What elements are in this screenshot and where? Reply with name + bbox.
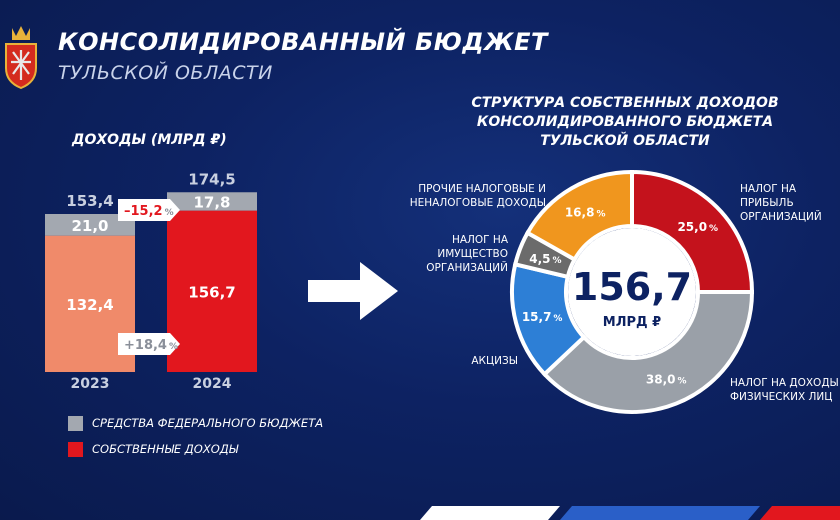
donut-chart-title: СТРУКТУРА СОБСТВЕННЫХ ДОХОДОВ КОНСОЛИДИР… <box>440 94 810 151</box>
legend-swatch-federal <box>68 415 83 431</box>
donut-category-label-4-1: НЕНАЛОГОВЫЕ ДОХОДЫ <box>410 197 546 209</box>
legend-item-own: СОБСТВЕННЫЕ ДОХОДЫ <box>68 438 323 460</box>
donut-center-unit: МЛРД ₽ <box>603 315 661 330</box>
donut-category-label-3-1: ИМУЩЕСТВО <box>437 248 508 260</box>
donut-slice-0 <box>630 169 755 294</box>
donut-center <box>568 228 696 356</box>
donut-category-label-2-0: АКЦИЗЫ <box>471 355 518 367</box>
donut-category-label-1-1: ФИЗИЧЕСКИХ ЛИЦ <box>730 391 832 403</box>
change-badge-own-pct: % <box>169 342 178 352</box>
page-subtitle: ТУЛЬСКОЙ ОБЛАСТИ <box>58 62 273 84</box>
legend-label-own: СОБСТВЕННЫЕ ДОХОДЫ <box>92 442 239 456</box>
donut-center-value: 156,7 <box>572 265 692 309</box>
donut-category-label-3-0: НАЛОГ НА <box>452 234 509 246</box>
bar-own-label-2024: 156,7 <box>188 283 235 301</box>
donut-slice-pct-4: % <box>596 210 605 220</box>
donut-slice-value-3: 4,5% <box>529 252 561 266</box>
change-badge-federal: –15,2% <box>118 199 180 221</box>
bar-own-2024 <box>167 210 257 372</box>
donut-slice-pct-3: % <box>553 256 562 266</box>
bar-total-label-2024: 174,5 <box>188 170 235 188</box>
coat-of-arms-icon <box>5 26 37 90</box>
bar-legend: СРЕДСТВА ФЕДЕРАЛЬНОГО БЮДЖЕТА СОБСТВЕННЫ… <box>68 412 323 464</box>
bar-chart-title: ДОХОДЫ (МЛРД ₽) <box>72 132 227 148</box>
bar-federal-label-2023: 21,0 <box>71 217 108 235</box>
donut-category-label-4-0: ПРОЧИЕ НАЛОГОВЫЕ И <box>418 183 546 195</box>
donut-slice-pct-0: % <box>709 224 718 234</box>
bar-own-label-2023: 132,4 <box>66 296 113 314</box>
change-badge-own-bg <box>118 333 180 355</box>
donut-category-label-0-2: ОРГАНИЗАЦИЙ <box>740 210 822 223</box>
donut-slice-4 <box>524 169 634 263</box>
change-badge-own: +18,4% <box>118 333 180 355</box>
x-tick-label-2023: 2023 <box>71 376 110 392</box>
bar-federal-2023 <box>45 213 135 236</box>
bottom-stripes <box>420 506 840 520</box>
legend-label-federal: СРЕДСТВА ФЕДЕРАЛЬНОГО БЮДЖЕТА <box>92 416 324 430</box>
change-badge-federal-pct: % <box>165 208 174 218</box>
donut-slice-pct-1: % <box>678 376 687 386</box>
bar-chart: 132,4 21,0 153,4 2023 156,7 17,8 174,5 2024 –15,… <box>45 170 257 392</box>
donut-slice-pct-2: % <box>553 314 562 324</box>
page-title: КОНСОЛИДИРОВАННЫЙ БЮДЖЕТ <box>58 28 548 56</box>
donut-category-label-0-1: ПРИБЫЛЬ <box>740 197 794 209</box>
legend-item-federal: СРЕДСТВА ФЕДЕРАЛЬНОГО БЮДЖЕТА <box>68 412 323 434</box>
x-tick-label-2024: 2024 <box>193 376 232 392</box>
bar-federal-label-2024: 17,8 <box>193 193 230 211</box>
donut-title-line-2: КОНСОЛИДИРОВАННОГО БЮДЖЕТА <box>476 114 774 130</box>
donut-title-line-1: СТРУКТУРА СОБСТВЕННЫХ ДОХОДОВ <box>471 95 779 111</box>
donut-category-label-1-0: НАЛОГ НА ДОХОДЫ <box>730 377 839 389</box>
bar-total-label-2023: 153,4 <box>66 192 113 210</box>
donut-category-label-3-2: ОРГАНИЗАЦИЙ <box>426 261 508 274</box>
change-badge-own-value: +18,4% <box>124 338 178 353</box>
arrow-right-icon <box>308 262 398 320</box>
change-badge-federal-bg <box>118 199 180 221</box>
donut-title-line-3: ТУЛЬСКОЙ ОБЛАСТИ <box>540 133 710 149</box>
donut-slice-1 <box>541 290 755 414</box>
donut-category-label-0-0: НАЛОГ НА <box>740 183 797 195</box>
legend-swatch-own <box>68 441 83 457</box>
change-badge-federal-value: –15,2% <box>124 204 174 219</box>
bar-federal-2024 <box>167 192 257 211</box>
